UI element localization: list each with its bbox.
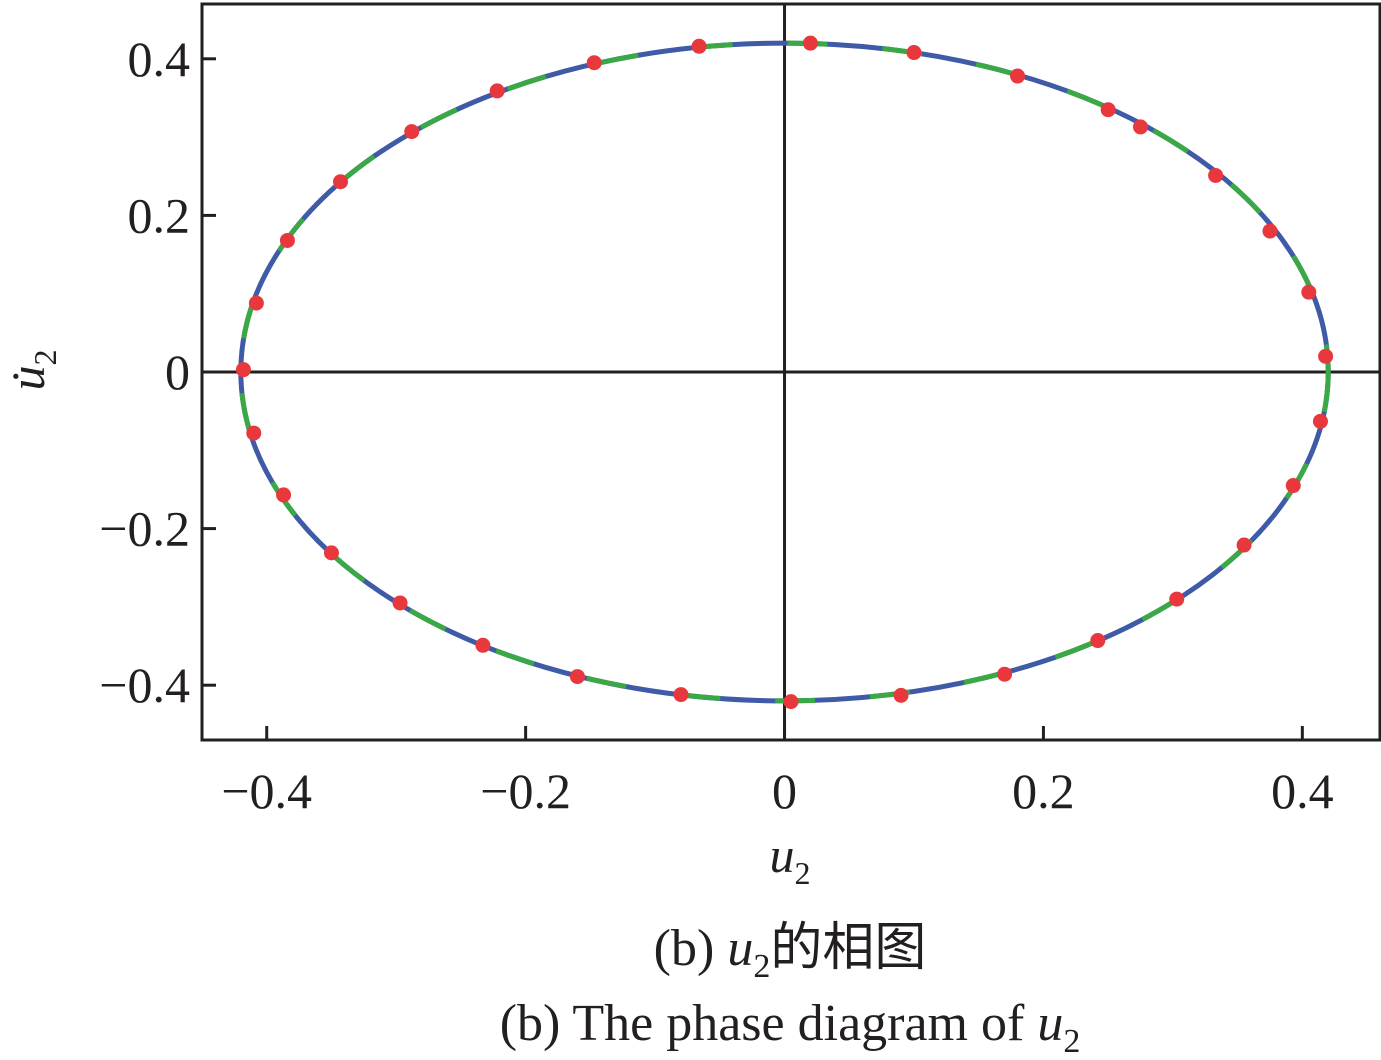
- series-marker-point: [1236, 537, 1252, 553]
- y-axis-label-symbol: u̇: [0, 366, 55, 391]
- series-marker-point: [802, 35, 818, 51]
- series-marker-point: [1010, 68, 1026, 84]
- x-axis-label: u2: [770, 827, 811, 891]
- caption-english-var: u: [1037, 995, 1063, 1052]
- x-axis-label-subscript: 2: [795, 855, 811, 891]
- series-marker-point: [1169, 591, 1185, 607]
- y-tick-label: −0.2: [99, 501, 190, 557]
- caption-chinese-prefix: (b): [654, 920, 728, 977]
- series-marker-point: [997, 666, 1013, 682]
- x-tick-label: −0.2: [480, 763, 571, 819]
- caption-chinese-suffix: 的相图: [770, 920, 926, 977]
- series-marker-point: [279, 232, 295, 248]
- series-marker-point: [489, 83, 505, 99]
- axis-ticks: −0.4 −0.2 0 0.2 0.4 −0.4 −0.2 0 0.2 0.4: [99, 31, 1333, 819]
- series-marker-point: [691, 38, 707, 54]
- series-marker-point: [475, 637, 491, 653]
- y-tick-label: 0.2: [128, 187, 191, 243]
- axis-labels: u2 u̇2: [0, 350, 811, 892]
- y-axis-label: u̇2: [0, 350, 63, 391]
- x-tick-label: −0.4: [221, 763, 312, 819]
- series-marker-point: [246, 425, 262, 441]
- caption-english: (b) The phase diagram of u2: [500, 995, 1081, 1060]
- x-tick-label: 0.4: [1271, 763, 1334, 819]
- caption-chinese-sub: 2: [753, 948, 770, 985]
- series-marker-point: [893, 687, 909, 703]
- series-marker-point: [906, 45, 922, 61]
- series-marker-point: [333, 174, 349, 190]
- series-marker-point: [1133, 119, 1149, 135]
- series-marker-point: [235, 362, 251, 378]
- series-marker-point: [1285, 478, 1301, 494]
- caption-english-sub: 2: [1063, 1023, 1080, 1060]
- series-marker-point: [1318, 348, 1334, 364]
- x-axis-label-symbol: u: [770, 827, 795, 883]
- series-marker-point: [1090, 633, 1106, 649]
- y-tick-label: 0.4: [128, 31, 191, 87]
- caption-english-prefix: (b) The phase diagram of: [500, 995, 1038, 1052]
- series-marker-point: [248, 295, 264, 311]
- series-marker-point: [1312, 413, 1328, 429]
- figure-caption: (b) u2的相图 (b) The phase diagram of u2: [500, 920, 1081, 1060]
- x-tick-label: 0.2: [1012, 763, 1075, 819]
- series-marker-point: [783, 694, 799, 710]
- series-marker-point: [392, 595, 408, 611]
- caption-chinese-var: u: [727, 920, 753, 977]
- series-marker-point: [1301, 284, 1317, 300]
- series-marker-point: [673, 687, 689, 703]
- x-tick-label: 0: [772, 763, 797, 819]
- plot-area: [200, 2, 1381, 742]
- y-axis-label-subscript: 2: [27, 350, 63, 366]
- series-marker-point: [1262, 223, 1278, 239]
- series-marker-point: [1100, 102, 1116, 118]
- series-marker-point: [586, 55, 602, 71]
- series-marker-point: [404, 124, 420, 140]
- series-marker-point: [323, 545, 339, 561]
- series-marker-point: [569, 669, 585, 685]
- series-marker-point: [276, 487, 292, 503]
- y-tick-label: −0.4: [99, 657, 190, 713]
- caption-chinese: (b) u2的相图: [654, 920, 927, 985]
- y-tick-label: 0: [165, 344, 190, 400]
- series-marker-point: [1208, 167, 1224, 183]
